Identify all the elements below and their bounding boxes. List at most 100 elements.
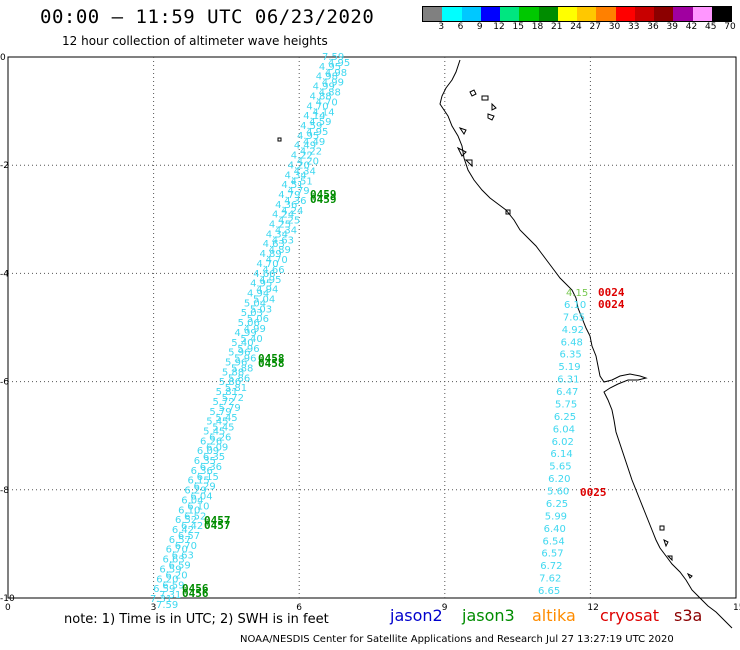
wave-height-value: 6.29	[194, 482, 216, 493]
wave-height-value: 6.48	[561, 337, 583, 348]
pass-time-label: 0024	[598, 286, 625, 299]
wave-height-value: 7.62	[539, 574, 561, 585]
pass-time-label: 0024	[598, 298, 625, 311]
wave-height-value: 6.26	[209, 432, 231, 443]
wave-height-value: 4.70	[315, 97, 337, 108]
wave-height-value: 7.59	[322, 52, 344, 63]
wave-height-value: 6.10	[178, 505, 200, 516]
legend-label: 15	[512, 22, 524, 32]
wave-height-value: 6.57	[178, 531, 200, 542]
wave-height-value: 4.79	[287, 186, 309, 197]
wave-height-value: 6.26	[200, 436, 222, 447]
satellite-jason3: jason3	[462, 606, 515, 625]
wave-height-value: 4.88	[309, 91, 331, 102]
y-tick-label: -8	[0, 486, 9, 496]
wave-height-value: 5.60	[547, 487, 569, 498]
wave-height-value: 4.49	[303, 137, 325, 148]
wave-height-value: 6.54	[543, 536, 565, 547]
wave-height-value: 4.66	[262, 265, 284, 276]
wave-height-value: 4.51	[290, 176, 312, 187]
wave-height-value: 4.99	[322, 78, 344, 89]
wave-height-value: 4.22	[300, 147, 322, 158]
legend-label: 27	[589, 22, 601, 32]
legend-label: 18	[531, 22, 544, 32]
map-grid	[7, 56, 737, 599]
footnote: note: 1) Time is in UTC; 2) SWH is in fe…	[64, 612, 329, 627]
map-frame	[7, 56, 737, 599]
wave-height-value: 4.59	[309, 117, 331, 128]
x-tick-label: 12	[587, 603, 598, 613]
wave-height-value: 4.98	[316, 72, 338, 83]
legend-swatch	[442, 7, 462, 21]
wave-height-value: 6.59	[153, 584, 175, 595]
wave-height-value: 6.20	[548, 474, 570, 485]
wave-height-value: 6.70	[166, 545, 188, 556]
wave-height-value: 4.24	[272, 210, 294, 221]
legend-swatch	[692, 7, 712, 21]
pass-time-label: 0459	[310, 193, 337, 206]
legend-swatch	[711, 7, 731, 21]
wave-height-value: 6.25	[546, 499, 568, 510]
legend-label: 24	[570, 22, 582, 32]
pass-time-label: 0458	[258, 357, 285, 370]
map-title: 00:00 – 11:59 UTC 06/23/2020	[40, 6, 375, 28]
wave-height-value: 4.25	[278, 216, 300, 227]
wave-height-value: 4.94	[256, 285, 278, 296]
x-tick-label: 15	[733, 603, 740, 613]
wave-height-value: 5.99	[545, 511, 567, 522]
wave-height-value: 7.59	[156, 600, 178, 611]
wave-height-value: 5.04	[244, 298, 266, 309]
wave-height-value: 4.92	[562, 325, 584, 336]
color-legend	[422, 6, 732, 22]
wave-height-value: 6.65	[538, 586, 560, 597]
wave-height-value: 6.36	[191, 466, 213, 477]
wave-height-value: 6.15	[197, 472, 219, 483]
wave-height-value: 6.52	[175, 515, 197, 526]
wave-height-value: 6.09	[197, 446, 219, 457]
wave-height-value: 5.96	[225, 357, 247, 368]
satellite-jason2: jason2	[390, 606, 443, 625]
wave-height-value: 4.15	[566, 288, 588, 299]
wave-height-value: 6.72	[540, 561, 562, 572]
wave-height-value: 6.47	[556, 387, 578, 398]
wave-height-value: 5.86	[228, 373, 250, 384]
legend-swatch	[596, 7, 616, 21]
wave-height-value: 4.63	[263, 239, 285, 250]
wave-height-value: 7.65	[563, 312, 585, 323]
wave-height-value: 4.34	[275, 226, 297, 237]
legend-swatch	[423, 7, 443, 21]
legend-label: 42	[685, 22, 698, 32]
wave-height-value: 6.29	[184, 486, 206, 497]
wave-height-value: 4.24	[281, 206, 303, 217]
wave-height-value: 6.40	[544, 524, 566, 535]
wave-height-value: 5.06	[238, 318, 260, 329]
wave-height-value: 4.89	[269, 245, 291, 256]
wave-height-value: 4.25	[269, 220, 291, 231]
wave-height-value: 5.96	[234, 354, 256, 365]
wave-height-value: 6.63	[172, 551, 194, 562]
wave-height-value: 6.04	[181, 495, 203, 506]
legend-swatch	[461, 7, 481, 21]
wave-height-value: 6.42	[172, 525, 194, 536]
wave-height-value: 6.04	[190, 492, 212, 503]
y-tick-label: -4	[0, 269, 9, 279]
wave-height-value: 5.88	[231, 363, 253, 374]
wave-height-value: 4.14	[312, 107, 334, 118]
y-tick-label: -2	[0, 161, 9, 171]
wave-height-value: 7.31	[159, 590, 181, 601]
pass-time-label: 0458	[258, 352, 285, 365]
legend-label: 12	[493, 22, 505, 32]
wave-height-value: 4.63	[272, 235, 294, 246]
wave-height-value: 5.96	[228, 348, 250, 359]
legend-label: 21	[551, 22, 563, 32]
wave-height-value: 6.52	[184, 511, 206, 522]
legend-swatch	[577, 7, 597, 21]
legend-swatch	[480, 7, 500, 21]
wave-height-value: 6.14	[550, 449, 572, 460]
wave-height-value: 6.15	[188, 476, 210, 487]
pass-time-label: 0025	[580, 486, 607, 499]
legend-swatch	[519, 7, 539, 21]
